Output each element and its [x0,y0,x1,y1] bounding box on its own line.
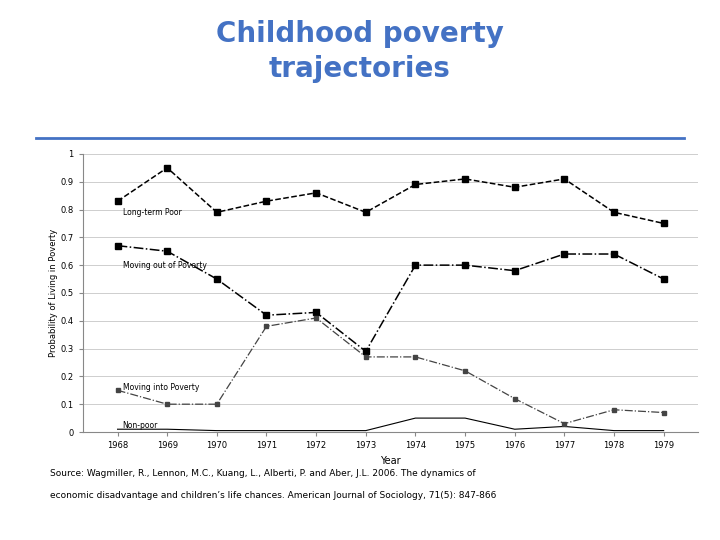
Text: Moving into Poverty: Moving into Poverty [122,383,199,393]
Text: Long-term Poor: Long-term Poor [122,208,181,217]
Y-axis label: Probability of Living in Poverty: Probability of Living in Poverty [49,229,58,357]
Text: Non-poor: Non-poor [122,421,158,430]
Text: economic disadvantage and children’s life chances. American Journal of Sociology: economic disadvantage and children’s lif… [50,490,497,500]
X-axis label: Year: Year [380,456,401,465]
Text: Childhood poverty
trajectories: Childhood poverty trajectories [216,20,504,83]
Text: Source: Wagmiller, R., Lennon, M.C., Kuang, L., Alberti, P. and Aber, J.L. 2006.: Source: Wagmiller, R., Lennon, M.C., Kua… [50,469,476,478]
Text: Moving out of Poverty: Moving out of Poverty [122,261,207,270]
